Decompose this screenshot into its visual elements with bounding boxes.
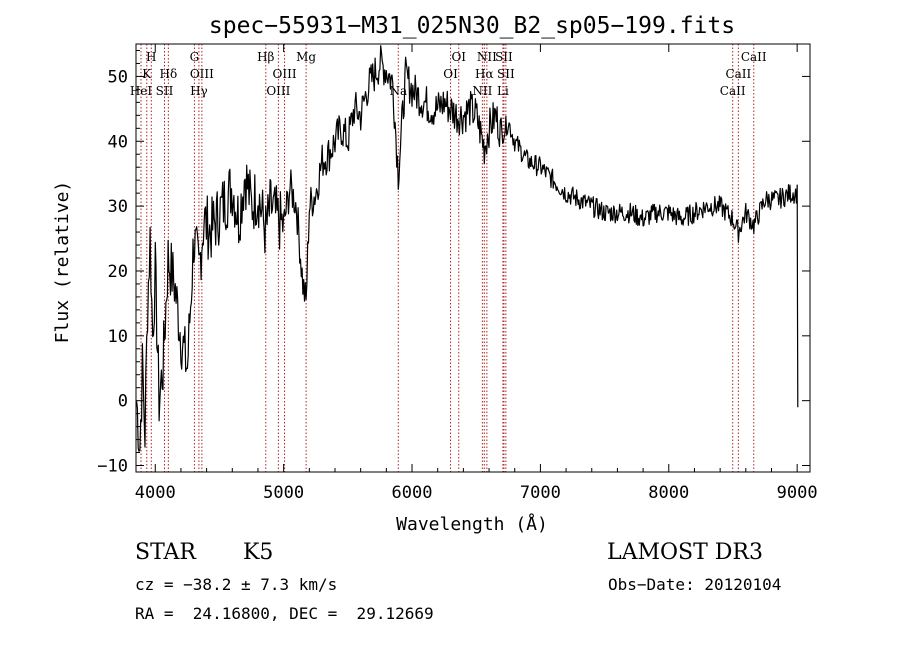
chart-title: spec−55931−M31_025N30_B2_sp05−199.fits	[209, 13, 735, 39]
x-tick-label: 4000	[135, 483, 176, 503]
x-tick-label: 8000	[648, 483, 689, 503]
line-marker-label: Hδ	[160, 67, 178, 81]
line-marker-label: CaII	[720, 84, 746, 98]
spectrum-series-line	[136, 45, 799, 452]
line-marker-label: CaII	[741, 50, 767, 64]
object-class: STAR	[135, 540, 196, 565]
y-tick-label: 10	[108, 327, 128, 347]
line-marker-label: Li	[497, 84, 509, 98]
y-tick-label: 0	[118, 392, 128, 412]
line-marker-label: OIII	[190, 67, 214, 81]
y-tick-label: 40	[108, 132, 128, 152]
y-tick-label: 20	[108, 262, 128, 282]
line-marker-label: Mg	[296, 50, 316, 64]
y-tick-label: 50	[108, 67, 128, 87]
line-marker-label: NII	[472, 84, 492, 98]
line-marker-label: G	[190, 50, 200, 64]
line-marker-label: OI	[451, 50, 466, 64]
x-tick-label: 6000	[392, 483, 433, 503]
obs-date-text: Obs−Date: 20120104	[608, 575, 782, 594]
x-tick-label: 9000	[777, 483, 818, 503]
line-marker-label: CaII	[725, 67, 751, 81]
x-axis-label: Wavelength (Å)	[396, 513, 548, 535]
line-marker-label: SII	[495, 50, 513, 64]
line-marker-label: Hγ	[190, 84, 208, 98]
line-marker-label: Hα	[475, 67, 494, 81]
spectral-subclass: K5	[243, 540, 274, 565]
redshift-text: cz = −38.2 ± 7.3 km/s	[135, 575, 338, 594]
line-marker-label: SII	[156, 84, 174, 98]
line-marker-label: H	[146, 50, 156, 64]
line-marker-label: NII	[477, 50, 497, 64]
line-marker-label: OIII	[266, 84, 290, 98]
y-tick-label: −10	[97, 457, 128, 477]
line-marker-label: HeI	[130, 84, 153, 98]
line-marker-label: OIII	[273, 67, 297, 81]
x-tick-label: 5000	[263, 483, 304, 503]
line-marker-label: Na	[389, 84, 407, 98]
survey-name: LAMOST DR3	[607, 540, 763, 565]
y-tick-label: 30	[108, 197, 128, 217]
line-marker-label: OI	[443, 67, 458, 81]
y-axis-label: Flux (relative)	[52, 181, 73, 344]
line-marker-label: K	[142, 67, 152, 81]
line-marker-label: Hβ	[257, 50, 274, 64]
coordinates-text: RA = 24.16800, DEC = 29.12669	[135, 604, 434, 623]
x-tick-label: 7000	[520, 483, 561, 503]
line-marker-label: SII	[497, 67, 515, 81]
